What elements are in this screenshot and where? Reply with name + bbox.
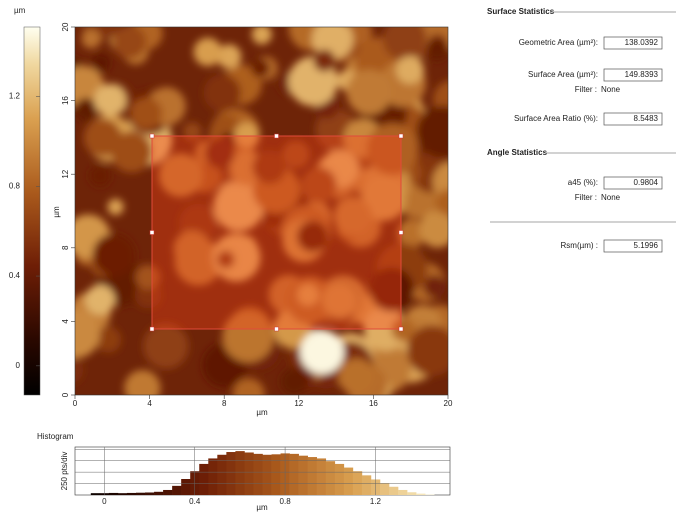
histogram-bar xyxy=(335,464,344,495)
colorbar-unit: µm xyxy=(14,6,26,15)
y-tick-label: 8 xyxy=(61,245,70,250)
section-title: Surface Statistics xyxy=(487,7,555,16)
y-tick-label: 4 xyxy=(61,319,70,324)
histogram-bar xyxy=(344,468,353,495)
histogram-bar xyxy=(154,492,163,495)
y-tick-label: 12 xyxy=(61,169,70,178)
filter-value: None xyxy=(601,193,621,202)
histogram-bar xyxy=(326,461,335,495)
histogram-bar xyxy=(380,483,389,495)
x-tick-label: 8 xyxy=(222,399,227,408)
stat-label: Rsm(µm) : xyxy=(561,241,599,250)
histogram-bar xyxy=(136,493,145,495)
stat-value: 0.9804 xyxy=(634,178,659,187)
colorbar-tick-label: 0 xyxy=(16,361,21,370)
stat-value: 138.0392 xyxy=(625,38,659,47)
stat-label: a45 (%): xyxy=(568,178,598,187)
histogram-bar xyxy=(226,452,235,495)
stat-label: Surface Area Ratio (%): xyxy=(514,114,598,123)
histogram-bar xyxy=(172,486,181,495)
screen: µm µm µm Histogram 250 pts/div µm Surfac… xyxy=(0,0,678,512)
x-tick-label: 1.2 xyxy=(370,497,382,506)
colorbar-tick-label: 0.8 xyxy=(9,181,21,190)
x-tick-label: 0 xyxy=(102,497,107,506)
stat-label: Surface Area (µm²): xyxy=(528,70,598,79)
histogram-bar xyxy=(235,451,244,495)
histogram-bar xyxy=(199,464,208,495)
histogram-bar xyxy=(353,471,362,495)
x-tick-label: 4 xyxy=(147,399,152,408)
histogram-bar xyxy=(290,454,299,495)
stat-label: Geometric Area (µm²): xyxy=(519,38,598,47)
x-tick-label: 20 xyxy=(444,399,453,408)
histogram-bar xyxy=(127,493,136,495)
filter-label: Filter : xyxy=(575,85,597,94)
histogram-bar xyxy=(299,456,308,495)
image-x-label: µm xyxy=(256,408,268,417)
histogram-x-label: µm xyxy=(256,503,268,512)
histogram-bar xyxy=(244,452,253,495)
histogram-bar xyxy=(308,457,317,495)
histogram-bar xyxy=(253,454,262,495)
filter-value: None xyxy=(601,85,621,94)
histogram-bar xyxy=(272,454,281,495)
histogram-y-label: 250 pts/div xyxy=(60,452,69,491)
histogram-bar xyxy=(362,475,371,495)
y-tick-label: 20 xyxy=(61,22,70,31)
x-tick-label: 0 xyxy=(73,399,78,408)
histogram-bar xyxy=(91,493,100,495)
histogram-bar xyxy=(163,490,172,495)
x-tick-label: 0.4 xyxy=(189,497,201,506)
histogram-bar xyxy=(416,494,425,495)
colorbar xyxy=(24,27,40,395)
y-tick-label: 16 xyxy=(61,96,70,105)
histogram-bar xyxy=(181,479,190,495)
histogram-bar xyxy=(407,492,416,495)
histogram-bar xyxy=(398,490,407,495)
stat-value: 8.5483 xyxy=(634,114,659,123)
histogram-bar xyxy=(208,458,217,495)
histogram-bar xyxy=(109,493,118,495)
stat-value: 5.1996 xyxy=(634,241,659,250)
histogram-bar xyxy=(145,492,154,495)
x-tick-label: 16 xyxy=(369,399,378,408)
image-y-label: µm xyxy=(52,206,61,218)
filter-label: Filter : xyxy=(575,193,597,202)
colorbar-tick-label: 1.2 xyxy=(9,92,21,101)
section-title: Angle Statistics xyxy=(487,148,548,157)
colorbar-tick-label: 0.4 xyxy=(9,271,21,280)
stat-value: 149.8393 xyxy=(625,70,659,79)
x-tick-label: 12 xyxy=(294,399,303,408)
x-tick-label: 0.8 xyxy=(280,497,292,506)
histogram-bar xyxy=(118,493,127,495)
y-tick-label: 0 xyxy=(61,392,70,397)
selection[interactable] xyxy=(150,134,403,331)
histogram-bar xyxy=(389,487,398,495)
statistics-panel: Geometric Area (µm²): 138.0392 Surface Are… xyxy=(514,37,662,252)
histogram-bar xyxy=(317,458,326,495)
histogram-title: Histogram xyxy=(37,432,74,441)
